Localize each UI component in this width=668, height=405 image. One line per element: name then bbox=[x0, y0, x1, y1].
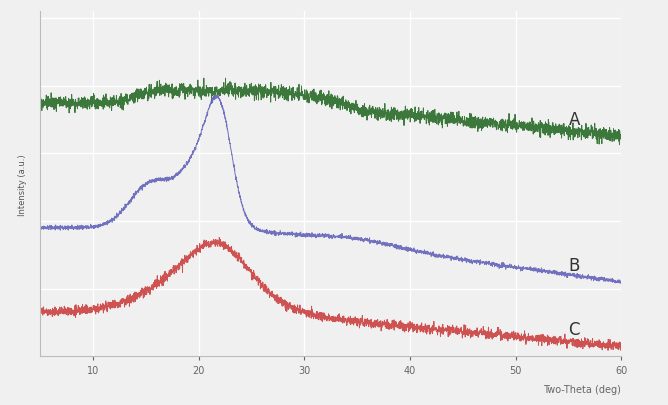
Text: B: B bbox=[568, 256, 580, 274]
Text: Intensity (a.u.): Intensity (a.u.) bbox=[18, 153, 27, 215]
Text: Two-Theta (deg): Two-Theta (deg) bbox=[543, 384, 621, 394]
Text: A: A bbox=[568, 111, 580, 128]
Text: C: C bbox=[568, 320, 580, 338]
